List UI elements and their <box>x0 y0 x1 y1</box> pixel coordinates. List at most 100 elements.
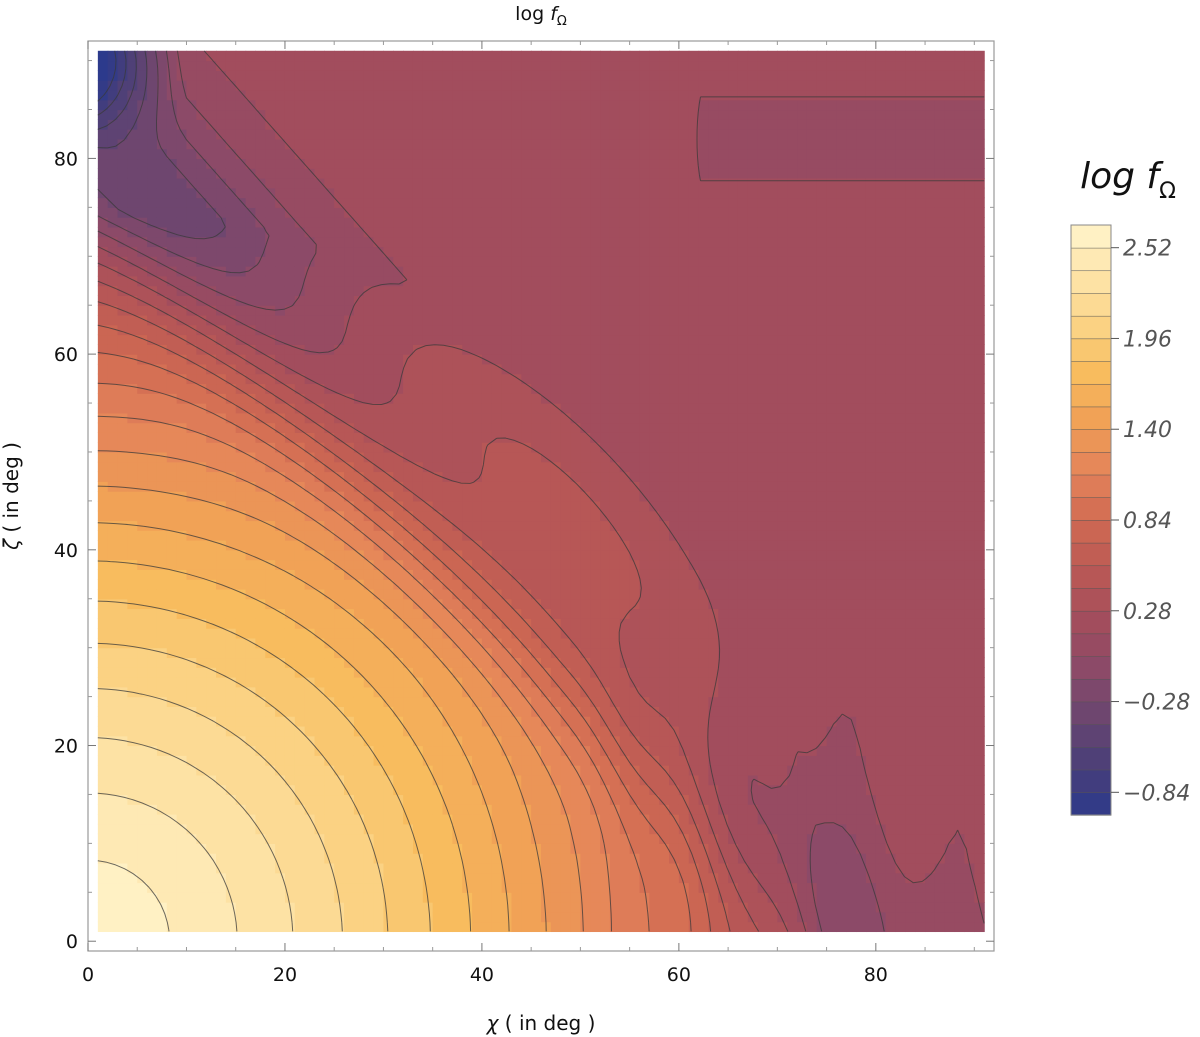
heatmap-cell <box>156 628 168 639</box>
heatmap-cell <box>560 628 572 639</box>
heatmap-cell <box>422 647 434 659</box>
heatmap-cell <box>393 882 404 893</box>
heatmap-cell <box>275 305 286 316</box>
heatmap-cell <box>245 500 257 512</box>
heatmap-cell <box>590 295 601 306</box>
heatmap-cell <box>304 725 316 737</box>
heatmap-cell <box>521 432 532 443</box>
heatmap-cell <box>275 696 286 707</box>
heatmap-cell <box>393 833 404 844</box>
heatmap-cell <box>452 285 463 296</box>
heatmap-cell <box>541 510 552 522</box>
heatmap-cell <box>294 412 306 424</box>
heatmap-cell <box>275 804 286 815</box>
heatmap-cell <box>255 843 266 854</box>
heatmap-cell <box>344 882 355 893</box>
heatmap-cell <box>422 471 434 482</box>
heatmap-cell <box>501 725 513 737</box>
heatmap-cell <box>541 745 552 756</box>
heatmap-cell <box>324 559 335 570</box>
heatmap-cell <box>176 158 188 169</box>
heatmap-cell <box>383 334 394 345</box>
heatmap-cell <box>452 725 463 737</box>
heatmap-cell <box>373 902 385 913</box>
heatmap-cell <box>314 275 325 287</box>
heatmap-cell <box>324 285 335 296</box>
heatmap-cell <box>590 481 601 492</box>
heatmap-cell <box>294 373 306 385</box>
heatmap-cell <box>166 569 178 580</box>
heatmap-cell <box>235 774 247 786</box>
heatmap-cell <box>432 236 444 248</box>
heatmap-cell <box>137 618 148 629</box>
heatmap-cell <box>324 256 335 267</box>
heatmap-cell <box>245 667 257 678</box>
heatmap-cell <box>196 314 207 326</box>
heatmap-cell <box>127 481 138 492</box>
heatmap-cell <box>314 207 325 218</box>
heatmap-cell <box>511 872 522 884</box>
heatmap-cell <box>216 598 227 610</box>
heatmap-cell <box>353 119 365 130</box>
heatmap-cell <box>432 843 444 854</box>
heatmap-cell <box>206 637 217 649</box>
heatmap-cell <box>176 451 188 463</box>
heatmap-cell <box>570 324 581 336</box>
heatmap-cell <box>97 217 109 228</box>
heatmap-cell <box>216 471 227 482</box>
heatmap-cell <box>166 774 178 786</box>
heatmap-cell <box>314 696 325 707</box>
heatmap-cell <box>186 197 197 208</box>
heatmap-cell <box>156 89 168 101</box>
heatmap-cell <box>560 647 572 659</box>
heatmap-cell <box>550 911 562 923</box>
heatmap-cell <box>412 853 424 864</box>
heatmap-cell <box>117 657 128 668</box>
heatmap-cell <box>570 921 581 933</box>
heatmap-cell <box>344 197 355 208</box>
heatmap-cell <box>580 197 591 208</box>
heatmap-cell <box>216 177 227 189</box>
heatmap-cell <box>235 706 247 717</box>
heatmap-cell <box>235 500 247 512</box>
heatmap-cell <box>156 236 168 248</box>
heatmap-cell <box>570 735 581 747</box>
heatmap-cell <box>265 588 276 600</box>
heatmap-cell <box>324 735 335 747</box>
heatmap-cell <box>600 138 611 150</box>
heatmap-cell <box>511 60 522 71</box>
heatmap-cell <box>196 256 207 267</box>
heatmap-cell <box>107 647 119 659</box>
heatmap-cell <box>452 784 463 796</box>
heatmap-cell <box>275 637 286 649</box>
heatmap-cell <box>531 921 542 933</box>
heatmap-cell <box>452 50 463 62</box>
heatmap-cell <box>422 138 434 150</box>
heatmap-cell <box>235 921 247 933</box>
heatmap-cell <box>97 129 109 140</box>
heatmap-cell <box>206 383 217 394</box>
heatmap-cell <box>275 334 286 345</box>
heatmap-cell <box>265 921 276 933</box>
heatmap-cell <box>403 314 414 326</box>
heatmap-cell <box>206 892 217 903</box>
heatmap-cell <box>166 354 178 365</box>
heatmap-cell <box>344 363 355 375</box>
heatmap-cell <box>275 774 286 786</box>
heatmap-cell <box>176 109 188 120</box>
heatmap-cell <box>600 540 611 551</box>
heatmap-cell <box>363 324 375 336</box>
heatmap-cell <box>353 314 365 326</box>
heatmap-cell <box>245 481 257 492</box>
heatmap-cell <box>235 608 247 619</box>
heatmap-cell <box>383 686 394 698</box>
heatmap-cell <box>609 109 621 120</box>
heatmap-cell <box>235 187 247 199</box>
heatmap-cell <box>196 843 207 854</box>
heatmap-cell <box>206 628 217 639</box>
heatmap-cell <box>284 89 296 101</box>
heatmap-cell <box>619 119 631 130</box>
heatmap-cell <box>570 481 581 492</box>
heatmap-cell <box>314 520 325 531</box>
heatmap-cell <box>373 540 385 551</box>
